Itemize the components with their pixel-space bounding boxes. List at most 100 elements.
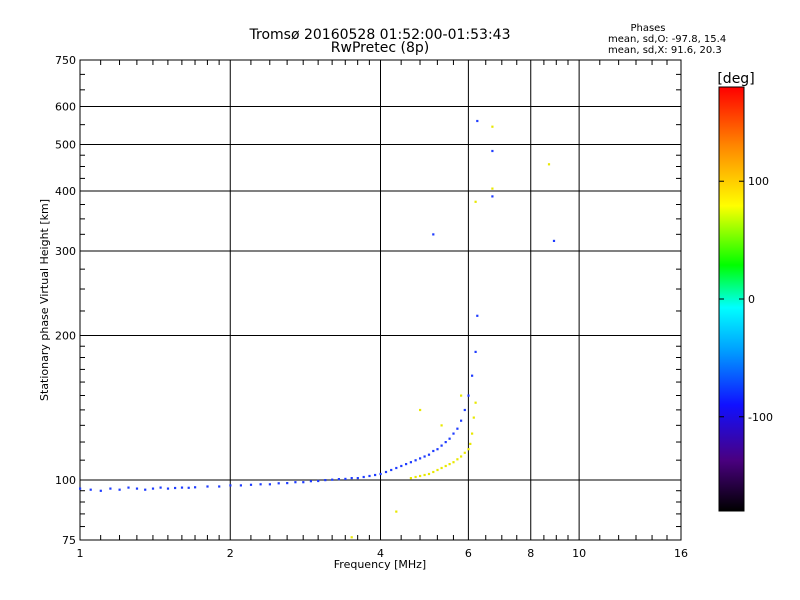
o-trace-point xyxy=(409,461,412,464)
o-trace-point xyxy=(194,486,197,489)
x-tick-label: 2 xyxy=(227,547,234,560)
y-tick-labels: 75 100 200 300 400 500 600 750 xyxy=(55,54,76,547)
o-trace-point xyxy=(460,419,463,422)
x-trace-point xyxy=(463,451,466,454)
x-trace-point xyxy=(436,468,439,472)
x-trace-point xyxy=(414,475,417,479)
y-tick-label: 75 xyxy=(62,534,76,547)
y-tick-label: 100 xyxy=(55,474,76,487)
o-trace-point xyxy=(471,374,474,377)
o-trace-point xyxy=(286,482,289,485)
o-trace-point xyxy=(268,483,271,486)
o-trace-point xyxy=(374,473,377,477)
x-trace-point xyxy=(452,461,455,464)
phases-box-line-x: mean, sd,X: 91.6, 20.3 xyxy=(608,45,722,56)
o-trace-point xyxy=(379,472,382,476)
x-tick-labels: 1 2 4 6 8 10 16 xyxy=(77,547,689,560)
o-trace-point xyxy=(229,484,232,487)
o-trace-point xyxy=(467,394,470,397)
x-trace-point xyxy=(547,163,551,166)
x-trace-point xyxy=(440,466,443,470)
o-trace-point xyxy=(99,489,102,492)
x-trace-point xyxy=(474,401,477,404)
x-trace-point xyxy=(491,187,494,190)
o-trace-point xyxy=(127,486,130,489)
o-trace-point xyxy=(350,477,353,480)
o-trace-point xyxy=(448,437,451,440)
colorbar-tick-label: 100 xyxy=(748,175,769,188)
o-trace-point xyxy=(491,149,494,153)
o-trace-point xyxy=(135,487,139,490)
o-trace-point xyxy=(166,487,170,490)
o-trace-point xyxy=(463,408,466,412)
o-trace-point xyxy=(331,478,334,481)
o-trace-point xyxy=(151,487,155,490)
x-trace-point xyxy=(419,408,422,412)
y-axis-label: Stationary phase Virtual Height [km] xyxy=(38,199,51,401)
axis-ticks xyxy=(80,60,681,540)
o-trace-point xyxy=(432,449,435,453)
x-trace-point xyxy=(432,470,435,474)
o-trace-point xyxy=(400,464,403,468)
o-trace-point xyxy=(309,480,312,483)
o-trace-point xyxy=(259,483,262,486)
o-trace-point xyxy=(390,468,393,472)
x-trace-point xyxy=(472,416,475,419)
colorbar-tick-label: 0 xyxy=(748,293,755,306)
x-axis-label: Frequency [MHz] xyxy=(334,558,426,571)
x-tick-label: 8 xyxy=(527,547,534,560)
y-tick-label: 300 xyxy=(55,245,76,258)
x-trace-point xyxy=(395,510,398,513)
chart-subtitle: RwPretec (8p) xyxy=(331,40,429,56)
x-tick-label: 1 xyxy=(77,547,84,560)
x-trace-point xyxy=(350,536,353,539)
chart-title: Tromsø 20160528 01:52:00-01:53:43 xyxy=(249,27,511,43)
o-trace-point xyxy=(427,453,431,456)
grid xyxy=(80,60,681,540)
y-tick-label: 200 xyxy=(55,330,76,343)
o-trace-point xyxy=(444,441,447,444)
o-trace-point xyxy=(476,119,479,123)
x-trace-point xyxy=(409,477,412,480)
o-trace-point xyxy=(337,478,340,481)
y-tick-label: 750 xyxy=(55,54,76,67)
o-trace-point xyxy=(109,487,112,490)
x-trace-point xyxy=(440,424,443,427)
o-trace-point xyxy=(89,488,92,491)
x-trace-point xyxy=(444,464,447,468)
o-trace-point xyxy=(552,239,556,242)
o-trace-point xyxy=(368,474,371,478)
phases-box-line-o: mean, sd,O: -97.8, 15.4 xyxy=(608,34,726,45)
o-trace-point xyxy=(344,477,347,480)
o-trace-point xyxy=(218,485,221,488)
colorbar-tick-label: -100 xyxy=(748,411,773,424)
o-trace-point xyxy=(419,457,422,460)
o-trace-point xyxy=(249,483,253,486)
o-trace-point xyxy=(456,427,459,430)
o-trace-point xyxy=(324,479,327,482)
x-tick-label: 6 xyxy=(465,547,472,560)
o-trace-point xyxy=(491,195,494,198)
o-trace-point xyxy=(476,314,479,317)
o-trace-point xyxy=(79,487,82,490)
data-points xyxy=(79,119,556,539)
x-trace-point xyxy=(491,125,494,128)
o-trace-point xyxy=(294,481,297,484)
o-trace-point xyxy=(452,432,455,435)
x-trace-point xyxy=(423,473,426,477)
o-trace-point xyxy=(239,484,242,487)
o-trace-point xyxy=(432,233,435,236)
o-trace-point xyxy=(159,486,162,489)
o-trace-point xyxy=(474,350,477,353)
o-trace-point xyxy=(317,479,320,483)
o-trace-point xyxy=(277,482,280,485)
o-trace-point xyxy=(362,475,365,479)
o-trace-point xyxy=(118,488,121,491)
y-tick-label: 400 xyxy=(55,185,76,198)
o-trace-point xyxy=(436,448,439,451)
o-trace-point xyxy=(384,470,388,474)
x-tick-label: 16 xyxy=(674,547,688,560)
o-trace-point xyxy=(144,488,147,491)
colorbar-ticks: 100 0 -100 xyxy=(719,175,773,424)
